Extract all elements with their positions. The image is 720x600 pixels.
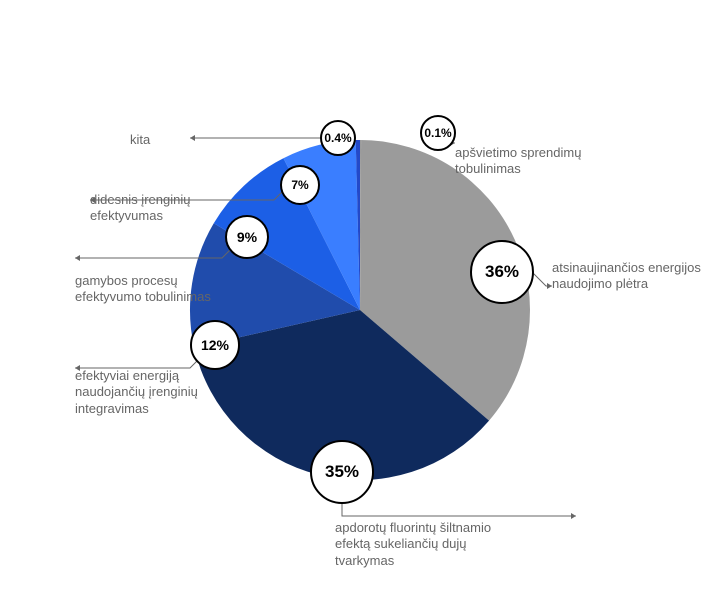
pct-bubble: 36% <box>470 240 534 304</box>
pct-bubble: 12% <box>190 320 240 370</box>
pct-bubble: 7% <box>280 165 320 205</box>
arrowhead-icon <box>75 255 80 261</box>
pct-value: 7% <box>291 178 308 192</box>
pct-bubble: 0.4% <box>320 120 356 156</box>
slice-label: apdorotų fluorintų šiltnamio efektą suke… <box>335 520 500 569</box>
slice-label: efektyviai energiją naudojančių įrengini… <box>75 368 240 417</box>
pct-value: 12% <box>201 337 229 353</box>
pct-bubble: 0.1% <box>420 115 456 151</box>
leader-line <box>532 272 552 286</box>
arrowhead-icon <box>190 135 195 141</box>
pct-value: 0.1% <box>424 126 451 140</box>
pie-chart: 0.1% apšvietimo sprendimų tobulinimas 36% a… <box>0 0 720 600</box>
pct-value: 35% <box>325 462 359 482</box>
pct-value: 0.4% <box>324 131 351 145</box>
pct-value: 36% <box>485 262 519 282</box>
slice-label: kita <box>130 132 150 148</box>
leader-line <box>342 503 576 516</box>
pct-value: 9% <box>237 229 257 245</box>
slice-label: didesnis įrenginių efektyvumas <box>90 192 255 225</box>
arrowhead-icon <box>571 513 576 519</box>
slice-label: atsinaujinančios energijos naudojimo plė… <box>552 260 717 293</box>
slice-label: apšvietimo sprendimų tobulinimas <box>455 145 620 178</box>
pct-bubble: 35% <box>310 440 374 504</box>
slice-label: gamybos procesų efektyvumo tobulinimas <box>75 273 240 306</box>
leader-line <box>75 360 198 368</box>
